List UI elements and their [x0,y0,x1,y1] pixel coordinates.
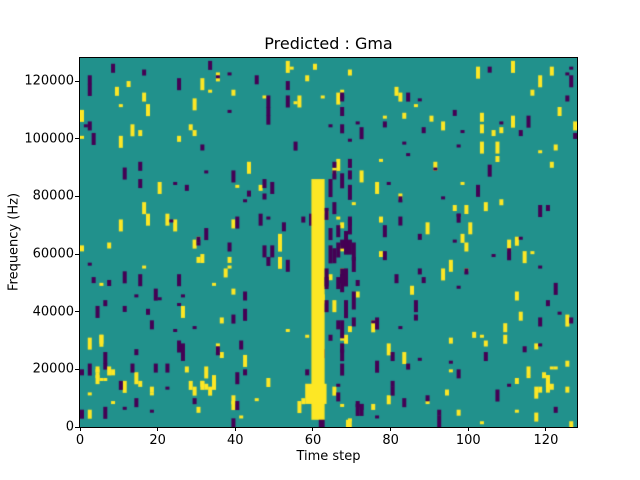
y-tick-mark [75,253,79,255]
y-tick-label: 100000 [24,131,74,147]
y-tick-mark [75,138,79,140]
y-tick-label: 60000 [32,246,74,262]
heatmap-canvas [80,58,577,427]
y-tick-mark [75,80,79,82]
x-tick-label: 40 [227,433,244,448]
x-tick-mark [234,427,236,431]
y-tick-label: 40000 [32,304,74,320]
x-tick-label: 120 [533,433,559,448]
y-tick-label: 20000 [32,361,74,377]
x-tick-label: 0 [75,433,85,448]
x-axis-label: Time step [296,449,361,464]
x-tick-mark [390,427,392,431]
y-axis-label: Frequency (Hz) [6,192,22,292]
x-tick-label: 100 [455,433,481,448]
plot-area [79,57,578,428]
y-tick-mark [75,426,79,428]
x-tick-label: 20 [149,433,166,448]
chart-title: Predicted : Gma [264,34,393,53]
y-tick-label: 0 [65,419,74,435]
y-tick-mark [75,311,79,313]
x-tick-label: 80 [382,433,399,448]
x-tick-mark [467,427,469,431]
y-tick-label: 120000 [24,73,74,89]
y-tick-mark [75,368,79,370]
x-tick-mark [312,427,314,431]
y-tick-label: 80000 [32,188,74,204]
x-tick-label: 60 [304,433,322,448]
x-tick-mark [157,427,159,431]
y-tick-mark [75,195,79,197]
x-tick-mark [545,427,547,431]
x-tick-mark [79,427,81,431]
